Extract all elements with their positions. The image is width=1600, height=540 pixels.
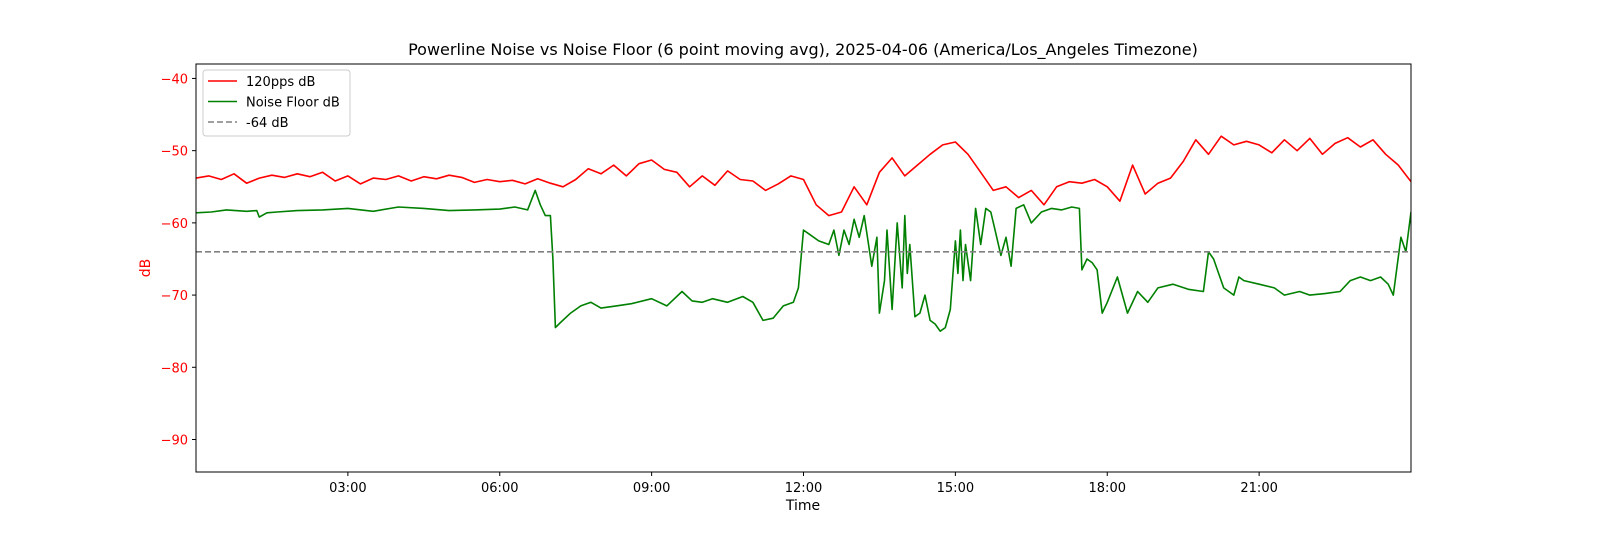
- y-tick-label: −80: [161, 361, 188, 376]
- legend-box: [202, 69, 351, 137]
- x-tick-label: 12:00: [785, 481, 822, 496]
- y-tick-label: −90: [161, 434, 188, 449]
- legend-label: -64 dB: [246, 116, 289, 131]
- series-line-0: [196, 135, 1411, 217]
- x-axis: 03:00 06:00 09:00 12:00 15:00 18:00 21:00: [329, 472, 1278, 496]
- y-tick-label: −70: [161, 289, 188, 304]
- x-axis-label: Time: [785, 498, 820, 514]
- y-tick-label: −60: [161, 217, 188, 232]
- x-tick-label: 15:00: [937, 481, 974, 496]
- legend-label: Noise Floor dB: [246, 96, 340, 111]
- series-line-1: [196, 189, 1411, 333]
- legend-label: 120pps dB: [246, 75, 315, 90]
- x-tick-label: 21:00: [1240, 481, 1277, 496]
- legend: 120pps dB Noise Floor dB -64 dB: [202, 69, 351, 137]
- chart-title: Powerline Noise vs Noise Floor (6 point …: [408, 40, 1198, 60]
- y-tick-label: −40: [161, 72, 188, 87]
- plot-area: [195, 63, 1412, 473]
- x-tick-label: 18:00: [1089, 481, 1126, 496]
- y-tick-label: −50: [161, 145, 188, 160]
- x-tick-label: 06:00: [481, 481, 518, 496]
- y-axis: −40 −50 −60 −70 −80 −90: [161, 72, 196, 449]
- y-axis-label: dB: [138, 259, 154, 278]
- series-layer: [196, 135, 1411, 333]
- x-tick-label: 03:00: [329, 481, 366, 496]
- x-tick-label: 09:00: [633, 481, 670, 496]
